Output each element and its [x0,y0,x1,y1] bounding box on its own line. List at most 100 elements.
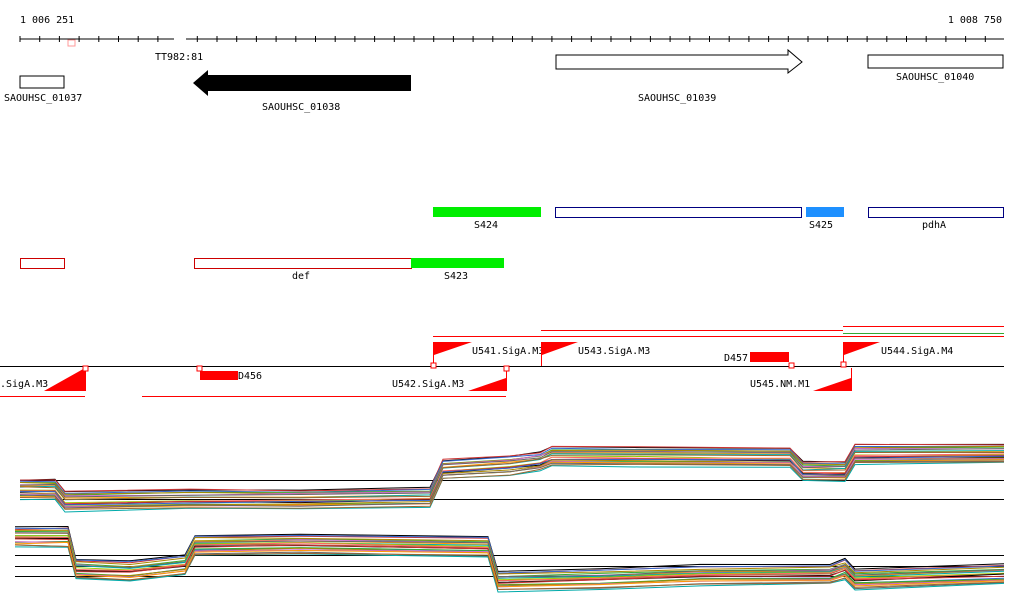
promoter-u543[interactable]: U543.SigA.M3 [541,342,651,366]
feature-bar[interactable] [411,258,504,268]
ruler-end-label: 1 008 750 [948,15,1002,26]
promoter-flag[interactable] [542,342,578,355]
gene-track: TT982:81 SAOUHSC_01037 SAOUHSC_01038 SAO… [4,48,1004,113]
coordinate-ruler: 1 006 251 1 008 750 [19,15,1004,47]
expression-profile-line[interactable] [14,525,1005,572]
promoter-d457[interactable]: D457 [724,352,795,369]
expression-profile-line[interactable] [14,531,1005,578]
ruler-start-label: 1 006 251 [20,15,74,26]
feature-bar[interactable] [555,207,802,218]
expression-profile-line[interactable] [19,448,1005,498]
feature-track-2: def S423 [20,258,504,283]
feature-navy-1[interactable] [555,207,802,218]
expression-profile-line[interactable] [14,529,1005,575]
feature-def[interactable]: def [194,258,412,283]
gene-label: SAOUHSC_01037 [4,93,82,104]
feature-bar[interactable] [433,207,541,217]
expression-profile-line[interactable] [19,457,1005,507]
feature-label: S425 [809,220,833,231]
expression-profile-line[interactable] [14,538,1005,584]
gene-saouhsc-01040[interactable]: SAOUHSC_01040 [867,54,1004,83]
expression-profile-line[interactable] [19,455,1005,505]
gene-label: SAOUHSC_01038 [262,102,340,113]
promoter-u544[interactable]: U544.SigA.M4 [840,342,953,368]
promoter-label: U545.NM.M1 [750,379,810,390]
expression-profiles-1[interactable] [19,443,1005,513]
feature-label: S424 [474,220,498,231]
feature-track-1: S424 S425 pdhA [433,207,1004,231]
feature-s425[interactable]: S425 [806,207,844,231]
gene-label: SAOUHSC_01039 [638,93,716,104]
feature-label: def [292,271,310,282]
promoter-label: U541.SigA.M3 [472,346,544,357]
expression-profile-line[interactable] [14,536,1005,582]
promoter-label: D457 [724,353,748,364]
promoter-flag[interactable] [434,342,472,355]
expression-profile-line[interactable] [19,455,1005,506]
gene-saouhsc-01038[interactable]: SAOUHSC_01038 [193,70,411,113]
promoter-label: D456 [238,371,262,382]
expression-track-1 [19,443,1005,513]
expression-profiles-2[interactable] [14,525,1005,593]
promoter-sigA-m3-left[interactable]: .SigA.M3 [0,365,89,391]
expression-profile-line[interactable] [14,527,1005,574]
gene-box[interactable] [19,75,65,89]
promoter-anchor [82,365,89,372]
feature-bar[interactable] [868,207,1004,218]
promoter-label: U543.SigA.M3 [578,346,650,357]
promoter-label: U542.SigA.M3 [392,379,464,390]
promoter-label: U544.SigA.M4 [881,346,953,357]
expression-profile-line[interactable] [19,461,1005,510]
promoter-anchor [430,362,437,369]
expression-profile-line[interactable] [15,535,1005,579]
promoter-anchor [503,365,510,372]
feature-label: S423 [444,271,468,282]
feature-s423[interactable]: S423 [411,258,504,282]
promoter-anchor [788,362,795,369]
promoter-flag[interactable] [813,378,851,391]
promoter-u541[interactable]: U541.SigA.M3 [430,342,544,369]
feature-label: pdhA [922,220,946,231]
expression-profile-line[interactable] [14,541,1005,588]
promoter-anchor [196,365,203,372]
expression-profile-line[interactable] [19,443,1005,492]
expression-profile-line[interactable] [19,460,1005,509]
feature-bar[interactable] [806,207,844,217]
ruler-ticks [19,36,986,42]
expression-track-2 [14,525,1005,593]
feature-s424[interactable]: S424 [433,207,541,231]
feature-bar[interactable] [20,258,65,269]
feature-pdha[interactable]: pdhA [868,207,1004,232]
expression-profile-line[interactable] [19,445,1005,494]
terminator-bar[interactable] [750,352,789,362]
gene-box[interactable] [867,54,1004,69]
expression-profile-line[interactable] [14,546,1005,593]
feature-bar[interactable] [194,258,412,269]
gene-arrow-forward[interactable] [555,48,803,75]
gene-saouhsc-01039[interactable]: SAOUHSC_01039 [555,48,803,104]
promoter-u542[interactable]: U542.SigA.M3 [392,365,510,391]
gene-label: SAOUHSC_01040 [896,72,974,83]
expression-profile-line[interactable] [19,447,1005,497]
terminator-bar[interactable] [200,371,238,380]
feature-red-small[interactable] [20,258,65,269]
expression-profile-line[interactable] [14,532,1005,578]
expression-profile-line[interactable] [19,445,1005,495]
promoter-u545[interactable]: U545.NM.M1 [750,368,852,391]
promoter-anchor [840,361,847,368]
expression-profile-line[interactable] [14,540,1005,586]
expression-profile-line[interactable] [19,452,1004,501]
marker-label: TT982:81 [155,52,203,63]
expression-profile-line[interactable] [19,461,1005,513]
promoter-flag[interactable] [844,342,880,355]
ruler-cursor-marker[interactable] [67,39,76,47]
expression-profile-line[interactable] [14,541,1005,588]
promoter-flag[interactable] [44,368,85,391]
gene-arrow-reverse[interactable] [193,70,411,96]
gene-saouhsc-01037[interactable]: SAOUHSC_01037 [4,75,82,104]
promoter-d456[interactable]: D456 [196,365,262,382]
expression-profile-line[interactable] [14,544,1005,591]
promoter-flag[interactable] [468,378,506,391]
